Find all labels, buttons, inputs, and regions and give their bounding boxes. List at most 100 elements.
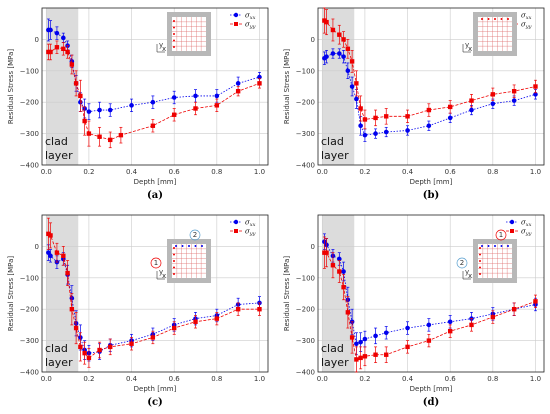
data-point bbox=[97, 347, 102, 353]
measurement-dot bbox=[173, 253, 175, 256]
y-tick-label: −300 bbox=[296, 130, 315, 138]
data-point bbox=[337, 32, 342, 37]
data-point bbox=[373, 352, 378, 357]
measurement-dot bbox=[173, 260, 175, 262]
data-point bbox=[257, 307, 262, 312]
data-point bbox=[118, 132, 124, 138]
measurement-dot bbox=[507, 245, 509, 247]
x-tick-label: 0.6 bbox=[445, 375, 457, 383]
data-point bbox=[107, 107, 113, 113]
clad-label: layer bbox=[45, 356, 73, 369]
x-tick-label: 0.8 bbox=[487, 168, 498, 176]
x-tick-label: 0.0 bbox=[41, 375, 52, 383]
measurement-dot bbox=[173, 33, 175, 35]
x-tick-label: 0.6 bbox=[169, 168, 181, 176]
axes-frame bbox=[317, 214, 545, 373]
data-point bbox=[426, 107, 432, 113]
data-point bbox=[345, 310, 351, 315]
measurement-dot bbox=[494, 18, 496, 20]
data-point bbox=[383, 330, 389, 336]
x-tick-label: 0.8 bbox=[211, 375, 222, 383]
legend-label: σxx bbox=[521, 219, 532, 229]
y-tick-label: 0 bbox=[311, 36, 315, 44]
measurement-dot bbox=[188, 245, 190, 247]
clad-region bbox=[322, 215, 355, 372]
data-point bbox=[354, 341, 359, 347]
series-sigma-yy bbox=[322, 236, 538, 373]
y-tick-label: −400 bbox=[20, 369, 39, 377]
x-tick-label: 0.2 bbox=[83, 375, 94, 383]
y-tick-label: −200 bbox=[296, 306, 315, 314]
axis-letter: x bbox=[162, 45, 166, 53]
data-point bbox=[69, 62, 75, 67]
specimen-inset: 2 1yx bbox=[150, 229, 211, 283]
data-point bbox=[490, 314, 496, 320]
data-point bbox=[73, 325, 79, 331]
specimen-face bbox=[172, 244, 206, 278]
data-point bbox=[405, 128, 410, 133]
data-point bbox=[405, 114, 410, 119]
marker-circle bbox=[495, 229, 507, 241]
data-point bbox=[373, 333, 378, 339]
x-tick-label: 0.0 bbox=[317, 168, 328, 176]
data-point bbox=[129, 103, 134, 108]
y-axis-label: Residual Stress [MPa] bbox=[7, 49, 15, 124]
axis-letter: x bbox=[468, 45, 472, 53]
legend-label: σxx bbox=[521, 12, 532, 22]
data-point bbox=[61, 253, 66, 259]
data-point bbox=[48, 49, 53, 55]
marker-label: 1 bbox=[499, 231, 503, 239]
y-tick-label: −200 bbox=[20, 99, 39, 107]
series-sigma-xx bbox=[322, 48, 538, 142]
y-axis-label: Residual Stress [MPa] bbox=[283, 256, 291, 331]
x-tick-label: 0.6 bbox=[445, 168, 457, 176]
data-point bbox=[373, 115, 378, 121]
axes-frame bbox=[41, 7, 269, 166]
data-point bbox=[469, 107, 474, 113]
data-point bbox=[345, 68, 351, 74]
data-point bbox=[97, 107, 102, 113]
data-point bbox=[373, 131, 378, 136]
data-point bbox=[337, 51, 342, 56]
measurement-dot bbox=[481, 245, 483, 247]
data-point bbox=[358, 123, 363, 129]
data-point bbox=[358, 355, 363, 361]
legend-marker bbox=[234, 229, 238, 233]
data-point bbox=[65, 49, 70, 55]
data-point bbox=[345, 46, 351, 52]
x-tick-label: 1.0 bbox=[254, 375, 265, 383]
data-point bbox=[341, 269, 346, 274]
y-tick-label: 0 bbox=[35, 36, 39, 44]
measurement-dot bbox=[173, 247, 175, 249]
data-point bbox=[426, 322, 432, 328]
data-point bbox=[426, 123, 432, 129]
specimen-face bbox=[172, 17, 206, 51]
data-point bbox=[337, 256, 342, 262]
measurement-dot bbox=[201, 245, 203, 247]
measurement-dot bbox=[500, 245, 503, 247]
data-point bbox=[82, 118, 87, 124]
y-tick-label: −400 bbox=[296, 162, 315, 170]
data-point bbox=[257, 81, 262, 86]
measurement-dot bbox=[173, 273, 175, 275]
y-tick-label: 0 bbox=[311, 243, 315, 251]
x-axis-label: Depth [mm] bbox=[410, 385, 453, 393]
data-point bbox=[257, 74, 262, 80]
data-point bbox=[447, 328, 453, 334]
legend-marker bbox=[509, 219, 515, 225]
data-point bbox=[511, 307, 517, 312]
data-point bbox=[48, 27, 53, 33]
legend-label: σxx bbox=[245, 12, 256, 22]
data-point bbox=[469, 98, 474, 103]
legend-label: σxx bbox=[245, 219, 256, 229]
axis-letter: y bbox=[465, 41, 469, 49]
data-point bbox=[362, 354, 368, 359]
measurement-dot bbox=[507, 18, 509, 20]
marker-label: 2 bbox=[193, 231, 197, 239]
legend-subscript: xx bbox=[250, 15, 256, 21]
clad-label: clad bbox=[321, 342, 344, 355]
measurement-dot bbox=[479, 247, 481, 249]
